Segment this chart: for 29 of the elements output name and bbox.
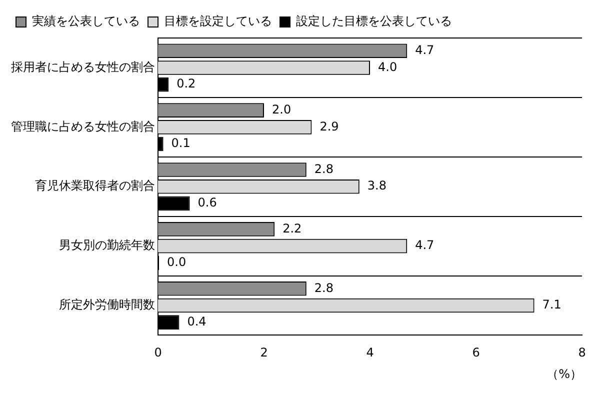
data-label: 3.8 [367,178,386,193]
y-tick-label: 男女別の勤続年数 [59,238,155,252]
data-label: 4.0 [378,60,398,74]
x-tick-label: 6 [472,346,480,360]
x-tick-label: 0 [154,346,162,360]
legend-label: 実績を公表している [32,14,140,28]
data-label: 0.2 [176,76,196,91]
data-label: 7.1 [542,298,562,312]
data-label: 0.1 [171,136,190,150]
data-label: 4.7 [415,238,434,252]
x-tick-label: 8 [578,346,586,360]
legend-label: 設定した目標を公表している [296,14,452,28]
y-tick-label: 管理職に占める女性の割合 [11,119,155,134]
y-tick-label: 育児休業取得者の割合 [35,178,155,193]
data-label: 0.6 [198,196,217,210]
y-tick-label: 採用者に占める女性の割合 [11,60,155,74]
data-label: 0.4 [187,314,206,328]
data-label: 0.0 [167,255,186,270]
legend-label: 目標を設定している [164,14,272,28]
x-tick-label: 2 [260,346,268,360]
data-label: 2.8 [314,280,334,295]
data-label: 4.7 [415,43,434,58]
data-label: 2.8 [314,162,334,176]
x-tick-label: 4 [366,346,374,360]
y-tick-label: 所定外労働時間数 [59,298,155,312]
data-label: 2.9 [320,119,339,134]
x-axis-title: （%） [546,366,582,381]
data-label: 2.0 [272,102,292,116]
data-label: 2.2 [282,221,302,236]
